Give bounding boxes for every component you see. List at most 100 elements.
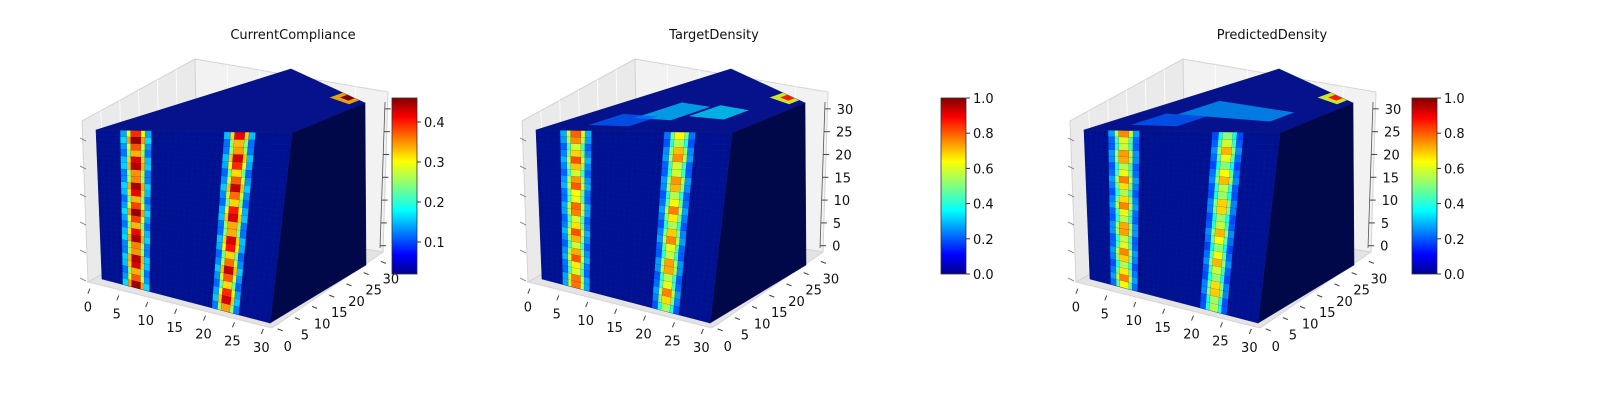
x-tick-label: 15 xyxy=(166,321,183,336)
y-tick-label: 20 xyxy=(788,295,805,310)
colorbar-tick-label: 0.2 xyxy=(424,196,445,211)
x-tick-label: 30 xyxy=(1241,341,1258,356)
y-tick-label: 30 xyxy=(383,272,400,287)
z-tick-label: 10 xyxy=(834,194,851,209)
x-tick-label: 25 xyxy=(224,334,241,349)
x-tick-label: 30 xyxy=(253,341,270,356)
y-tick-label: 10 xyxy=(314,317,331,332)
x-tick-label: 5 xyxy=(553,307,561,322)
colorbar: 0.0 0.2 0.4 0.6 0.8 1.0 xyxy=(1411,92,1465,283)
z-tick-label: 30 xyxy=(837,103,854,118)
hot-spot-core xyxy=(340,94,355,101)
y-tick-label: 5 xyxy=(741,329,749,344)
colorbar-gradient xyxy=(1411,97,1438,275)
x-tick-label: 20 xyxy=(1183,328,1200,343)
colorbar-tick-label: 0.0 xyxy=(1444,268,1465,283)
x-tick-label: 0 xyxy=(524,301,532,316)
z-tick-label: 15 xyxy=(1382,171,1399,186)
y-tick-label: 0 xyxy=(1272,340,1280,355)
colorbar-tick-label: 1.0 xyxy=(1444,92,1465,107)
x-tick-label: 20 xyxy=(195,328,212,343)
colorbar-tick-label: 0.0 xyxy=(973,268,994,283)
colorbar-tick-label: 0.4 xyxy=(424,116,445,131)
z-tick-label: 20 xyxy=(835,148,852,163)
colorbar-gradient xyxy=(940,97,967,275)
z-tick-label: 20 xyxy=(1383,148,1400,163)
density-column xyxy=(651,131,696,316)
y-tick-label: 15 xyxy=(331,306,348,321)
x-tick-label: 15 xyxy=(606,321,623,336)
y-tick-label: 0 xyxy=(724,340,732,355)
y-tick-label: 30 xyxy=(823,272,840,287)
hot-spot-core xyxy=(1328,94,1343,101)
density-column xyxy=(1107,130,1140,292)
colorbar-tick-label: 0.6 xyxy=(1444,162,1465,177)
voxel-cube xyxy=(1083,68,1355,324)
y-tick-label: 15 xyxy=(1319,306,1336,321)
z-tick-label: 25 xyxy=(836,126,853,141)
y-tick-label: 25 xyxy=(805,284,822,299)
hot-spot-core xyxy=(780,94,795,101)
x-tick-label: 30 xyxy=(693,341,710,356)
y-tick-label: 10 xyxy=(754,317,771,332)
y-tick-label: 5 xyxy=(1289,329,1297,344)
colorbar-tick-label: 0.8 xyxy=(973,127,994,142)
top-face-features xyxy=(588,92,800,127)
x-tick-label: 5 xyxy=(113,307,121,322)
colorbar-tick-label: 0.3 xyxy=(424,156,445,171)
colorbar-tick-label: 0.6 xyxy=(973,162,994,177)
y-tick-label: 30 xyxy=(1371,272,1388,287)
z-tick-label: 25 xyxy=(1384,126,1401,141)
y-tick-label: 15 xyxy=(771,306,788,321)
top-face-features xyxy=(329,92,360,105)
y-tick-label: 5 xyxy=(301,329,309,344)
y-tick-label: 10 xyxy=(1302,317,1319,332)
density-column xyxy=(211,131,256,316)
y-tick-label: 25 xyxy=(1353,284,1370,299)
colorbar: 0.0 0.2 0.4 0.6 0.8 1.0 xyxy=(940,92,994,283)
colorbar-tick-label: 0.8 xyxy=(1444,127,1465,142)
z-tick-label: 0 xyxy=(1380,240,1388,255)
x-tick-label: 25 xyxy=(664,334,681,349)
voxel-cube xyxy=(535,68,807,324)
x-tick-label: 10 xyxy=(137,314,154,329)
density-column xyxy=(1199,131,1244,316)
x-tick-label: 25 xyxy=(1212,334,1229,349)
colorbar-tick-label: 0.1 xyxy=(424,236,445,251)
x-tick-label: 0 xyxy=(1072,301,1080,316)
density-column xyxy=(559,130,592,292)
x-tick-label: 10 xyxy=(577,314,594,329)
density-column xyxy=(119,130,152,292)
z-tick-label: 15 xyxy=(834,171,851,186)
colorbar-tick-label: 0.4 xyxy=(1444,198,1465,213)
panel-title: TargetDensity xyxy=(668,28,759,43)
z-tick-label: 5 xyxy=(1381,217,1389,232)
y-tick-label: 0 xyxy=(284,340,292,355)
y-tick-label: 20 xyxy=(348,295,365,310)
colorbar-gradient xyxy=(391,97,418,275)
x-tick-label: 0 xyxy=(84,301,92,316)
z-tick-label: 5 xyxy=(833,217,841,232)
voxel-cube xyxy=(95,68,367,324)
panel-title: PredictedDensity xyxy=(1217,28,1328,43)
colorbar-tick-label: 1.0 xyxy=(973,92,994,107)
x-tick-label: 5 xyxy=(1101,307,1109,322)
colorbar-tick-label: 0.4 xyxy=(973,198,994,213)
y-tick-label: 20 xyxy=(1336,295,1353,310)
colorbar-tick-label: 0.2 xyxy=(1444,233,1465,248)
z-tick-label: 0 xyxy=(832,240,840,255)
top-face-features xyxy=(1131,92,1348,127)
z-tick-label: 10 xyxy=(1382,194,1399,209)
y-tick-label: 25 xyxy=(365,284,382,299)
colorbar-tick-label: 0.2 xyxy=(973,233,994,248)
x-tick-label: 20 xyxy=(635,328,652,343)
colorbar: 0.1 0.2 0.3 0.4 xyxy=(391,97,445,275)
panel-title: CurrentCompliance xyxy=(230,28,355,43)
z-tick-label: 30 xyxy=(1385,103,1402,118)
x-tick-label: 15 xyxy=(1154,321,1171,336)
x-tick-label: 10 xyxy=(1125,314,1142,329)
